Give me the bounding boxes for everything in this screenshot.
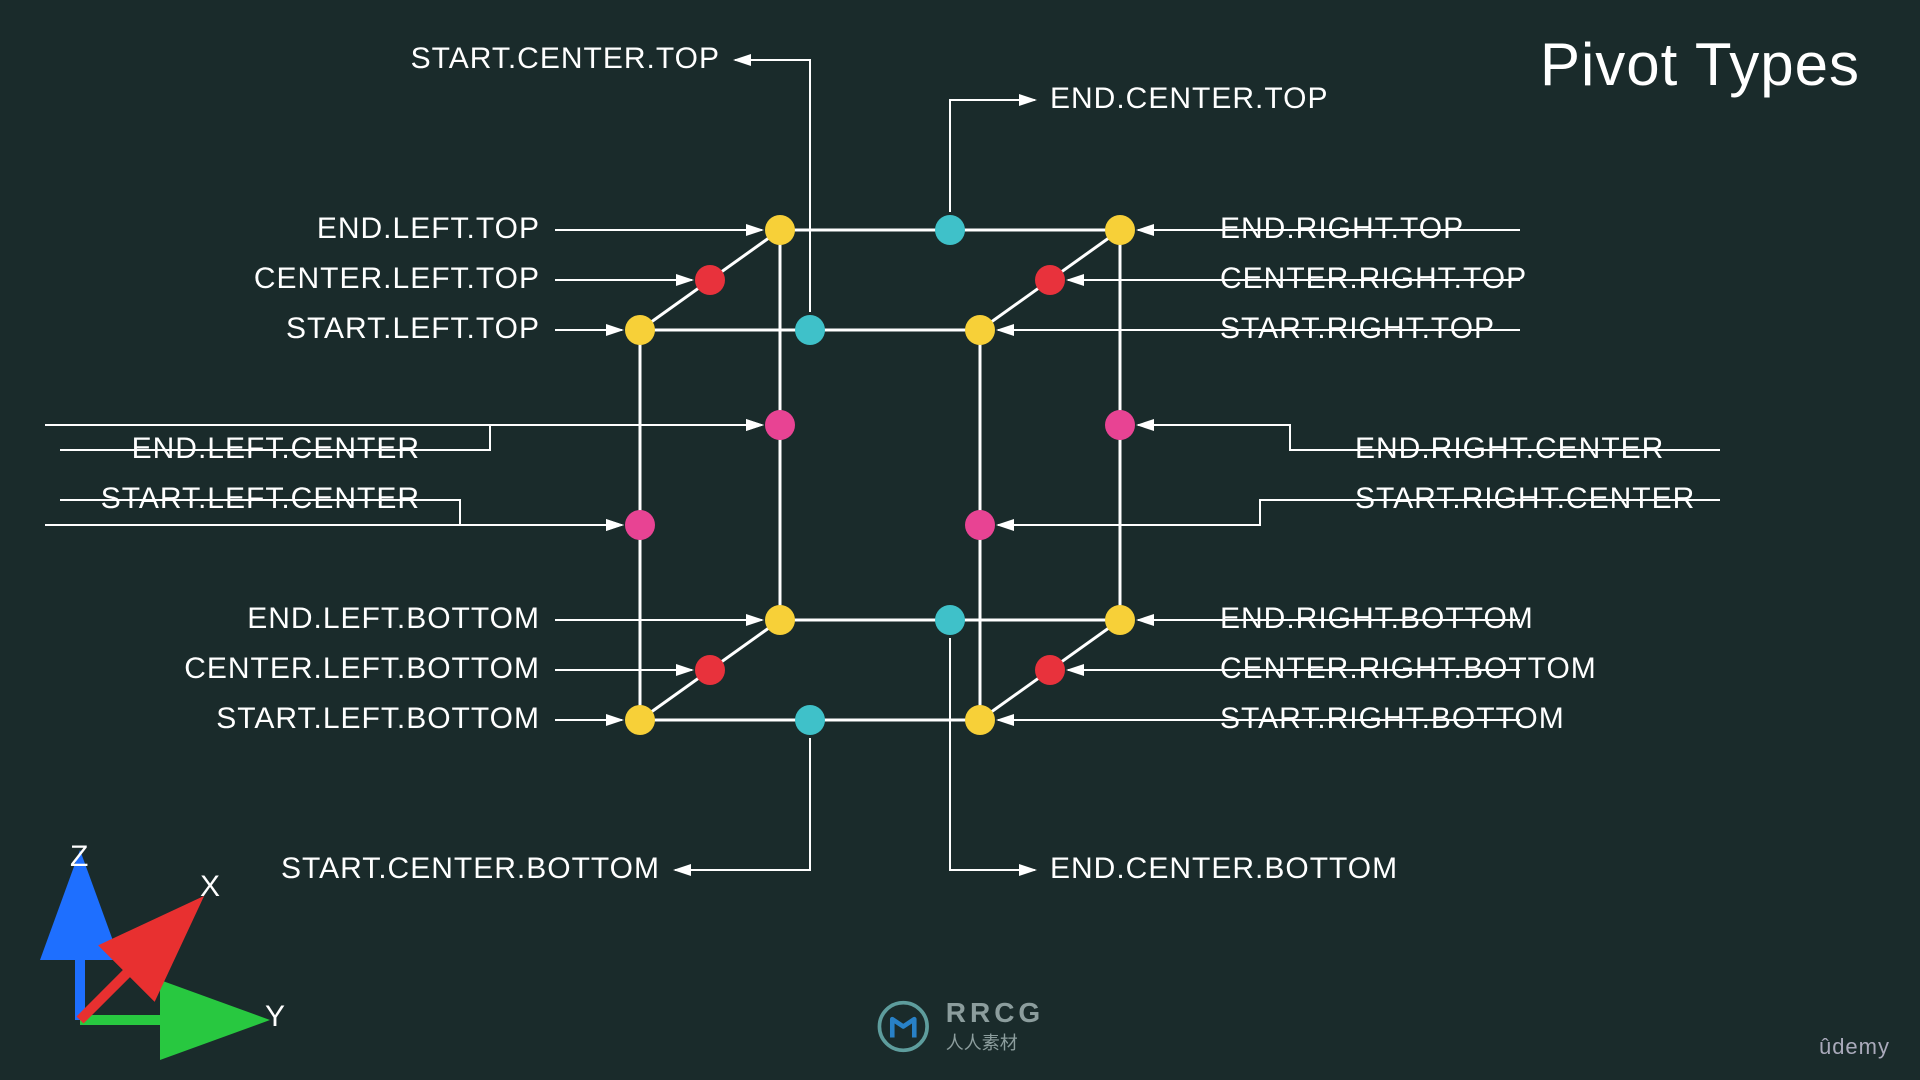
label-crb: CENTER.RIGHT.BOTTOM: [1220, 652, 1597, 686]
label-elb: END.LEFT.BOTTOM: [247, 602, 540, 636]
label-ert: END.RIGHT.TOP: [1220, 212, 1464, 246]
watermark-en: RRCG: [946, 997, 1044, 1029]
axis-z-label: Z: [70, 840, 88, 874]
axis-x-label: X: [200, 870, 220, 904]
label-src: START.RIGHT.CENTER: [1355, 482, 1695, 516]
axis-y-label: Y: [265, 1000, 285, 1034]
label-elt: END.LEFT.TOP: [317, 212, 540, 246]
pivot-diagram: [0, 0, 1920, 1080]
label-elc: END.LEFT.CENTER: [132, 432, 420, 466]
label-erb: END.RIGHT.BOTTOM: [1220, 602, 1534, 636]
udemy-footer: ûdemy: [1819, 1034, 1890, 1060]
label-crt: CENTER.RIGHT.TOP: [1220, 262, 1527, 296]
label-srb: START.RIGHT.BOTTOM: [1220, 702, 1565, 736]
label-slb: START.LEFT.BOTTOM: [216, 702, 540, 736]
label-clb: CENTER.LEFT.BOTTOM: [184, 652, 540, 686]
label-ect: END.CENTER.TOP: [1050, 82, 1328, 116]
label-erc: END.RIGHT.CENTER: [1355, 432, 1664, 466]
label-scb: START.CENTER.BOTTOM: [281, 852, 660, 886]
label-slc: START.LEFT.CENTER: [101, 482, 420, 516]
label-slt: START.LEFT.TOP: [286, 312, 540, 346]
label-srt: START.RIGHT.TOP: [1220, 312, 1495, 346]
watermark: RRCG 人人素材: [876, 997, 1044, 1055]
label-ecb: END.CENTER.BOTTOM: [1050, 852, 1398, 886]
label-sct: START.CENTER.TOP: [411, 42, 720, 76]
watermark-cn: 人人素材: [946, 1029, 1044, 1055]
label-clt: CENTER.LEFT.TOP: [254, 262, 540, 296]
